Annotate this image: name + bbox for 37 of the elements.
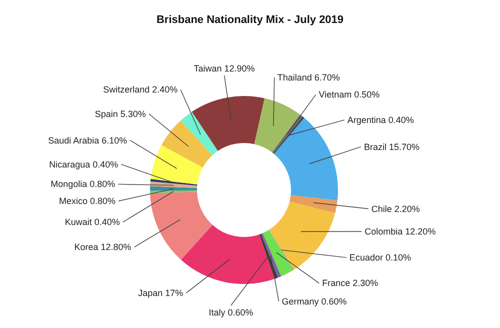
- slice-label: Japan 17%: [138, 288, 184, 298]
- slice-label: Nicaragua 0.40%: [49, 159, 118, 170]
- donut-slice: [268, 202, 336, 270]
- donut-slice: [180, 224, 275, 284]
- donut-slice: [254, 98, 300, 152]
- donut-slice: [192, 96, 265, 151]
- slice-label: Switzerland 2.40%: [103, 84, 178, 95]
- slice-label: France 2.30%: [322, 278, 378, 288]
- slice-label: Mexico 0.80%: [59, 196, 116, 206]
- donut-slice: [150, 144, 203, 185]
- slice-label: Argentina 0.40%: [347, 114, 414, 125]
- donut-slice: [150, 192, 212, 260]
- slice-label: Thailand 6.70%: [277, 72, 340, 82]
- slice-label: Chile 2.20%: [371, 204, 420, 214]
- slice-label: Colombia 12.20%: [364, 226, 436, 237]
- donut-slice: [260, 233, 282, 278]
- slice-label: Taiwan 12.90%: [194, 63, 255, 74]
- donut-slice: [268, 230, 294, 270]
- slice-label: Saudi Arabia 6.10%: [48, 135, 128, 146]
- slice-label: Vietnam 0.50%: [318, 90, 380, 100]
- donut-slice: [150, 179, 198, 186]
- donut-slice: [274, 118, 338, 200]
- donut-slice: [180, 112, 218, 156]
- donut-slice: [290, 195, 338, 214]
- slice-label: Italy 0.60%: [208, 307, 254, 318]
- donut-slice: [150, 181, 198, 188]
- chart-title: Brisbane Nationality Mix - July 2019: [156, 14, 344, 26]
- donut-slice: [150, 186, 198, 191]
- slice-label: Brazil 15.70%: [364, 142, 420, 152]
- slice-label: Mongolia 0.80%: [50, 179, 116, 190]
- slice-label: Ecuador 0.10%: [349, 252, 411, 263]
- donut-slice: [161, 120, 212, 168]
- slice-label: Germany 0.60%: [282, 296, 347, 306]
- donut-slice: [262, 230, 294, 276]
- slice-label: Korea 12.80%: [74, 242, 132, 252]
- slice-label: Kuwait 0.40%: [64, 217, 120, 228]
- slice-label: Spain 5.30%: [94, 108, 146, 119]
